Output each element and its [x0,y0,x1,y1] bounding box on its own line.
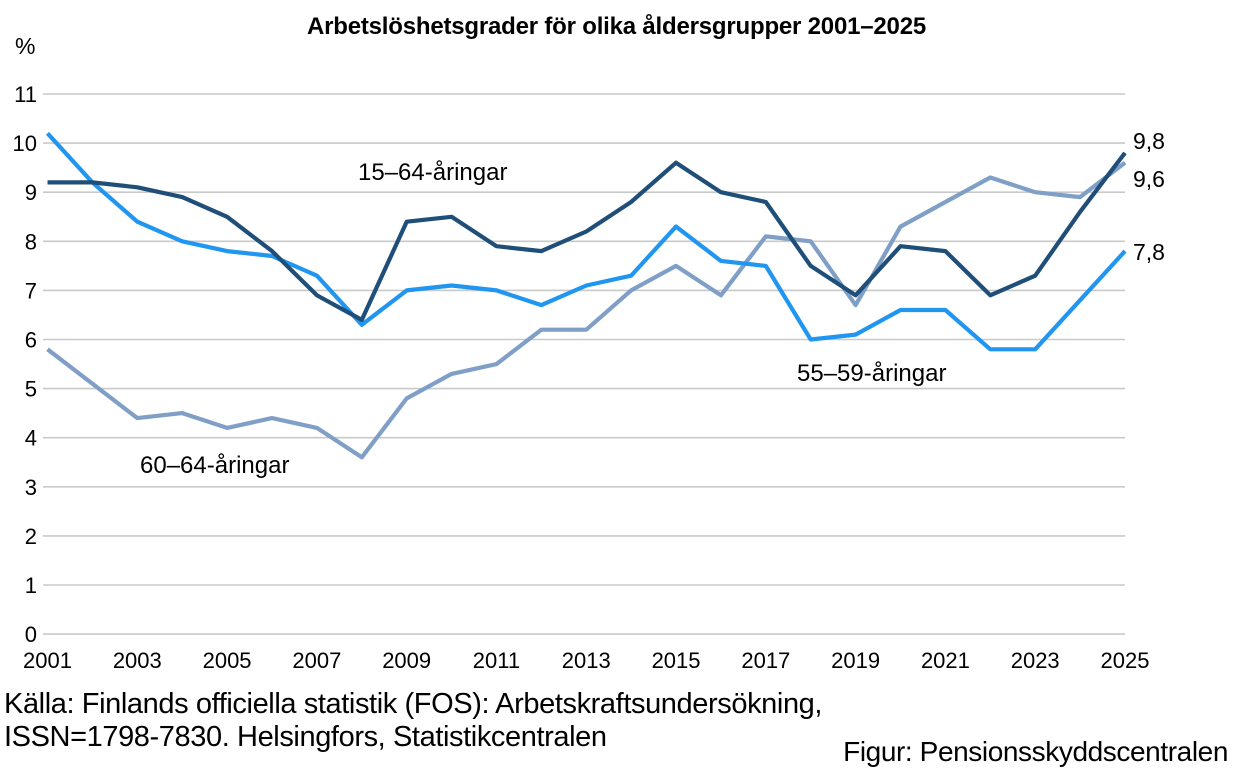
y-tick-label: 7 [25,278,37,303]
chart-title: Arbetslöshetsgrader för olika åldersgrup… [306,13,926,40]
y-tick-label: 11 [14,82,37,107]
x-tick-label: 2007 [292,648,341,673]
end-value-label-55-59: 7,8 [1133,239,1165,265]
x-tick-label: 2023 [1011,648,1060,673]
source-line-2: ISSN=1798-7830. Helsingfors, Statistikce… [4,721,607,753]
series-line-15-64 [47,151,1127,322]
series-label-60-64: 60–64-åringar [140,452,290,479]
y-tick-label: 0 [25,622,37,647]
x-tick-label: 2025 [1101,648,1150,673]
y-tick-label: 5 [25,377,37,402]
series-label-15-64: 15–64-åringar [358,159,508,186]
x-tick-label: 2017 [741,648,790,673]
series-label-55-59: 55–59-åringar [797,360,947,387]
x-tick-label: 2003 [113,648,162,673]
y-tick-label: 10 [13,131,37,156]
x-tick-label: 2015 [652,648,701,673]
x-tick-label: 2005 [203,648,252,673]
x-tick-label: 2019 [831,648,880,673]
source-line-1: Källa: Finlands officiella statistik (FO… [4,688,823,720]
series-line-55-59 [45,131,1127,352]
figure-credit: Figur: Pensionsskyddscentralen [843,736,1228,767]
x-tick-label: 2013 [562,648,611,673]
y-tick-label: 4 [25,426,37,451]
end-value-label-15-64: 9,8 [1133,128,1165,154]
y-tick-label: 8 [25,229,37,254]
x-tick-label: 2001 [23,648,72,673]
x-tick-label: 2011 [473,648,520,673]
y-tick-label: 9 [25,180,37,205]
x-tick-label: 2021 [921,648,970,673]
end-value-label-60-64: 9,6 [1133,166,1165,192]
series-line-60-64 [46,161,1127,460]
y-tick-label: 2 [25,524,37,549]
plot-area: 0 1 2 3 4 5 6 7 8 9 10 11 2001 2003 2005 2007 2009 2011 20… [13,82,1150,673]
y-tick-label: 6 [25,328,37,353]
source-text: Källa: Finlands officiella statistik (FO… [4,688,822,754]
y-tick-label: 3 [25,475,37,500]
y-tick-label: 1 [25,573,37,598]
y-axis-unit-label: % [15,33,36,59]
x-tick-label: 2009 [382,648,431,673]
